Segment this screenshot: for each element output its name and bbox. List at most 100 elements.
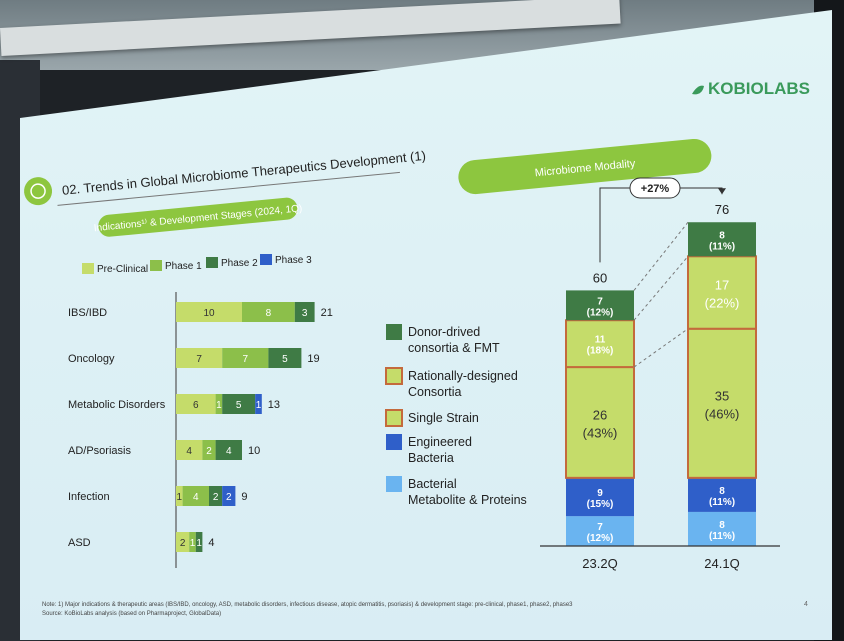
modality-legend-label-line2: Bacteria — [408, 451, 454, 465]
bar-value-label: 1 — [190, 538, 196, 549]
modality-stacked-chart: 7(12%)9(15%)26(43%)11(18%)7(12%)6023.2Q8… — [540, 177, 780, 571]
modality-legend-label: Bacterial — [408, 477, 457, 491]
bar-segment — [215, 440, 242, 460]
segment-percent-label: (11%) — [709, 497, 735, 508]
bar-segment — [176, 348, 223, 368]
legend-label: Phase 2 — [221, 258, 258, 269]
slide-canvas: KOBIOLABS 02. Trends in Global Microbiom… — [24, 79, 810, 617]
bar-segment — [242, 302, 295, 322]
bar-value-label: 4 — [226, 446, 232, 457]
bar-total-label: 19 — [307, 353, 319, 365]
dashed-connector — [633, 328, 689, 368]
dashed-connector — [633, 221, 689, 291]
bar-value-label: 7 — [196, 354, 202, 365]
stack-segment — [566, 477, 634, 517]
modality-legend-label: Rationally-designed — [408, 369, 518, 383]
segment-value-label: 35 — [715, 388, 729, 403]
modality-legend-label-line2: Consortia — [408, 385, 462, 399]
bar-segment — [189, 532, 196, 552]
category-label: Infection — [68, 491, 110, 503]
stack-segment — [688, 222, 756, 257]
legend-label: Pre-Clinical — [97, 264, 148, 275]
segment-value-label: 8 — [719, 520, 725, 531]
segment-value-label: 11 — [595, 335, 606, 346]
bar-segment — [294, 302, 315, 322]
left-chart-legend: Pre-Clinical Phase 1 Phase 2 Phase 3 — [82, 254, 312, 275]
category-label: ASD — [68, 537, 91, 549]
segment-percent-label: (11%) — [709, 241, 735, 252]
bar-segment — [215, 394, 223, 414]
bar-segment — [268, 348, 302, 368]
bar-total-label: 4 — [208, 537, 214, 549]
legend-swatch-phase-1 — [150, 260, 162, 271]
bar-value-label: 5 — [236, 400, 242, 411]
x-category-label: 24.1Q — [704, 556, 739, 571]
bar-value-label: 1 — [216, 400, 222, 411]
bar-value-label: 2 — [213, 492, 219, 503]
stack-total-label: 76 — [715, 202, 729, 217]
segment-value-label: 7 — [597, 296, 603, 307]
bar-segment — [176, 532, 190, 552]
stack-segment — [565, 366, 635, 479]
bar-segment — [176, 302, 242, 322]
bar-segment — [222, 348, 269, 368]
modality-legend: Donor-drived consortia & FMT Rationally-de… — [385, 324, 527, 507]
stack-segment — [566, 516, 634, 546]
source-note: Source: KoBioLabs analysis (based on Pha… — [42, 611, 221, 617]
bar-value-label: 7 — [243, 354, 249, 365]
bar-value-label: 4 — [193, 492, 199, 503]
bar-value-label: 4 — [186, 446, 192, 457]
segment-percent-label: (22%) — [705, 296, 740, 311]
segment-percent-label: (46%) — [705, 406, 740, 421]
segment-value-label: 9 — [597, 488, 603, 499]
stack-segment — [687, 255, 757, 330]
stack-segment — [688, 477, 756, 512]
page-title: 02. Trends in Global Microbiome Therapeu… — [61, 148, 426, 198]
bar-segment — [202, 440, 216, 460]
legend-swatch-phase-2 — [206, 257, 218, 268]
modality-legend-label-line2: consortia & FMT — [408, 341, 500, 355]
segment-percent-label: (12%) — [587, 307, 614, 318]
segment-percent-label: (15%) — [587, 499, 614, 510]
modality-legend-label: Single Strain — [408, 411, 479, 425]
title-badge-ring — [30, 183, 46, 199]
modality-legend-swatch — [386, 476, 402, 492]
dashed-connector — [633, 255, 689, 321]
x-category-label: 23.2Q — [582, 556, 617, 571]
bar-segment — [222, 394, 256, 414]
modality-legend-swatch — [385, 367, 403, 385]
legend-label: Phase 3 — [275, 255, 312, 266]
bar-total-label: 21 — [321, 307, 333, 319]
bar-segment — [222, 486, 236, 506]
category-label: Oncology — [68, 353, 115, 365]
stack-segment — [566, 290, 634, 321]
segment-value-label: 17 — [715, 278, 729, 293]
growth-badge-label: +27% — [641, 183, 670, 195]
modality-legend-swatch — [386, 324, 402, 340]
legend-swatch-pre-clinical — [82, 263, 94, 274]
segment-percent-label: (11%) — [709, 531, 735, 542]
left-section-pill — [98, 197, 298, 237]
logo-text: KOBIOLABS — [708, 79, 810, 98]
title-underline — [57, 171, 400, 206]
bar-segment — [176, 394, 216, 414]
segment-value-label: 26 — [593, 407, 607, 422]
modality-legend-label-line2: Metabolite & Proteins — [408, 493, 527, 507]
footnote: Note: 1) Major indications & therapeutic… — [42, 602, 573, 608]
bar-value-label: 3 — [302, 308, 308, 319]
bar-value-label: 10 — [203, 308, 215, 319]
category-label: Metabolic Disorders — [68, 399, 166, 411]
stack-total-label: 60 — [593, 270, 607, 285]
legend-swatch-phase-3 — [260, 254, 272, 265]
modality-legend-swatch — [386, 434, 402, 450]
segment-percent-label: (12%) — [587, 533, 614, 544]
segment-percent-label: (43%) — [583, 425, 618, 440]
arrow-down-icon — [718, 188, 726, 195]
page-number: 4 — [804, 601, 808, 608]
bar-value-label: 2 — [206, 446, 212, 457]
bar-value-label: 2 — [180, 538, 186, 549]
segment-value-label: 7 — [597, 522, 603, 533]
presentation-slide: KOBIOLABS 02. Trends in Global Microbiom… — [20, 10, 832, 640]
bar-value-label: 1 — [256, 400, 262, 411]
